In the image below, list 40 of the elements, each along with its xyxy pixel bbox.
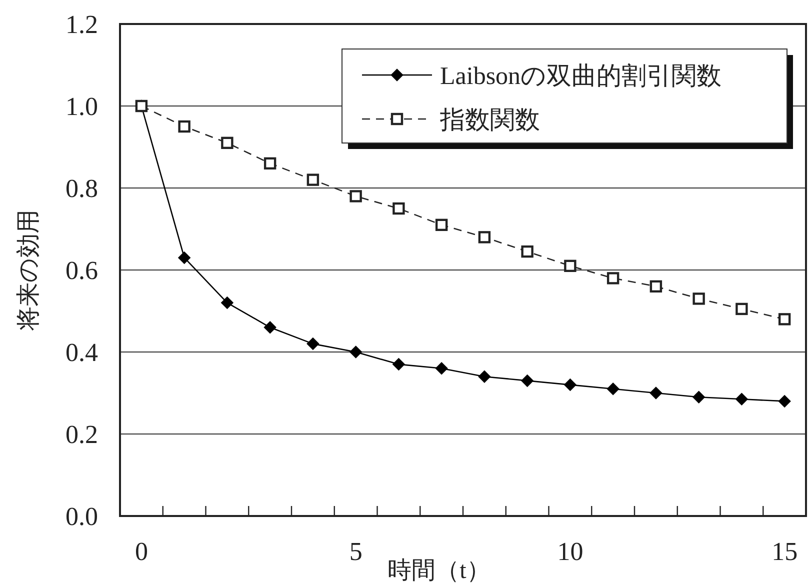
point (178, 251, 191, 264)
y-tick-label: 0.8 (66, 174, 98, 203)
point (778, 394, 791, 408)
y-tick-label: 1.0 (66, 92, 98, 121)
point (350, 190, 362, 202)
point (392, 202, 405, 215)
point (778, 313, 791, 326)
x-tick-label: 10 (557, 537, 584, 566)
x-axis-title: 時間（t） (388, 558, 490, 584)
y-tick-label: 1.2 (66, 10, 98, 39)
y-tick-label: 0.0 (66, 502, 98, 531)
point (606, 382, 620, 396)
point (650, 386, 662, 400)
y-tick-label: 0.2 (66, 420, 98, 449)
y-tick-label: 0.6 (66, 256, 98, 285)
point (478, 231, 491, 244)
point (220, 296, 234, 310)
point (606, 272, 620, 284)
point (349, 346, 362, 358)
point (435, 218, 448, 231)
point (435, 362, 448, 375)
y-axis-title: 将来の効用 (16, 210, 42, 332)
point (306, 337, 320, 350)
x-tick-label: 0 (134, 537, 148, 566)
legend-label: 指数関数 (439, 107, 540, 134)
legend-label: Laibsonの双曲的割引関数 (440, 63, 722, 90)
point (736, 302, 748, 316)
y-tick-label: 0.4 (66, 338, 98, 367)
point (521, 245, 534, 258)
point (221, 136, 234, 149)
point (264, 321, 276, 334)
point (306, 174, 320, 186)
point (564, 260, 576, 272)
x-tick-label: 5 (349, 537, 362, 566)
point (650, 280, 662, 292)
point (478, 370, 491, 383)
point (264, 157, 276, 170)
point (692, 292, 705, 305)
x-tick-label: 15 (772, 537, 798, 566)
point (178, 120, 190, 133)
